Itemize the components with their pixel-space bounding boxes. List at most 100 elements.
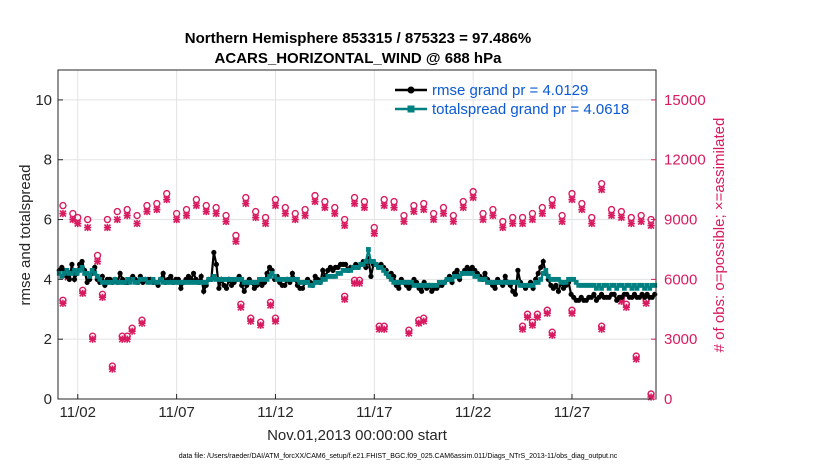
- obs-assimilated-marker: [271, 317, 280, 325]
- obs-possible-marker: [153, 199, 161, 208]
- totalspread-point: [649, 282, 655, 288]
- y-right-tick-label: 0: [664, 391, 672, 408]
- x-tick-label: 11/27: [554, 404, 590, 421]
- totalspread-point: [515, 279, 521, 285]
- obs-assimilated-marker: [568, 196, 576, 204]
- rmse-point: [69, 261, 75, 268]
- totalspread-point: [165, 279, 171, 285]
- totalspread-point: [67, 270, 72, 276]
- rmse-point: [555, 288, 562, 294]
- totalspread-point: [284, 276, 290, 282]
- totalspread-point: [338, 270, 343, 276]
- totalspread-point: [629, 285, 635, 291]
- rmse-point: [320, 267, 326, 273]
- obs-assimilated-marker: [173, 215, 181, 224]
- totalspread-point: [421, 282, 427, 288]
- obs-possible-marker: [400, 211, 408, 220]
- totalspread-point: [487, 279, 493, 285]
- totalspread-point: [492, 279, 498, 285]
- obs-possible-marker: [202, 201, 210, 210]
- totalspread-point: [236, 276, 242, 282]
- totalspread-point: [535, 279, 541, 285]
- totalspread-point: [604, 282, 609, 288]
- obs-assimilated-marker: [202, 207, 210, 216]
- totalspread-point: [274, 276, 280, 282]
- totalspread-point: [267, 273, 272, 279]
- totalspread-point: [224, 276, 229, 282]
- obs-assimilated-marker: [647, 393, 655, 401]
- totalspread-point: [530, 282, 536, 288]
- totalspread-point: [145, 279, 151, 285]
- totalspread-point: [137, 276, 143, 282]
- obs-assimilated-marker: [518, 219, 527, 228]
- totalspread-point: [211, 273, 217, 279]
- obs-assimilated-marker: [163, 196, 171, 204]
- obs-assimilated-marker: [133, 219, 141, 228]
- totalspread-point: [368, 259, 374, 264]
- obs-assimilated-marker: [360, 203, 369, 212]
- rmse-point: [223, 285, 230, 291]
- totalspread-point: [414, 282, 419, 288]
- totalspread-point: [391, 279, 397, 285]
- totalspread-point: [454, 273, 460, 279]
- totalspread-point: [170, 279, 176, 285]
- rmse-point: [591, 291, 597, 297]
- obs-assimilated-marker: [627, 219, 635, 228]
- totalspread-point: [497, 279, 503, 285]
- obs-assimilated-marker: [103, 223, 112, 232]
- totalspread-point: [107, 279, 113, 285]
- obs-possible-marker: [212, 203, 220, 212]
- obs-assimilated-marker: [459, 203, 467, 212]
- rmse-point: [299, 285, 306, 291]
- rmse-point: [198, 273, 204, 279]
- totalspread-point: [538, 276, 544, 282]
- totalspread-point: [378, 265, 384, 270]
- obs-possible-marker: [192, 195, 201, 204]
- totalspread-point: [153, 279, 158, 285]
- totalspread-point: [132, 279, 138, 285]
- totalspread-point: [366, 247, 371, 252]
- legend-rmse-marker: [407, 86, 415, 94]
- totalspread-point: [92, 270, 98, 276]
- totalspread-point: [226, 276, 232, 282]
- rmse-point: [419, 288, 425, 294]
- totalspread-point: [322, 276, 328, 282]
- obs-assimilated-marker: [548, 201, 556, 210]
- totalspread-point: [345, 267, 351, 273]
- rmse-point: [216, 285, 222, 291]
- rmse-point: [512, 291, 518, 297]
- totalspread-point: [115, 279, 120, 285]
- obs-assimilated-marker: [74, 219, 82, 228]
- obs-assimilated-marker: [257, 321, 265, 329]
- obs-assimilated-marker: [93, 257, 102, 266]
- totalspread-point: [619, 282, 625, 288]
- y-right-tick-label: 9000: [664, 212, 697, 229]
- rmse-point: [342, 261, 349, 268]
- totalspread-point: [229, 276, 234, 282]
- totalspread-point: [523, 282, 528, 288]
- totalspread-point: [188, 279, 194, 285]
- totalspread-point: [127, 279, 133, 285]
- totalspread-point: [330, 273, 336, 279]
- obs-possible-marker: [489, 205, 497, 214]
- obs-assimilated-marker: [222, 217, 230, 226]
- obs-assimilated-marker: [192, 201, 200, 210]
- totalspread-point: [525, 282, 531, 288]
- obs-assimilated-marker: [252, 213, 260, 222]
- totalspread-point: [259, 276, 265, 282]
- legend-rmse-label: rmse grand pr = 4.0129: [432, 82, 588, 99]
- obs-assimilated-marker: [617, 213, 626, 222]
- totalspread-point: [279, 276, 285, 282]
- obs-assimilated-marker: [430, 215, 438, 224]
- obs-possible-marker: [163, 189, 171, 198]
- totalspread-point: [186, 279, 191, 285]
- totalspread-point: [102, 279, 108, 285]
- y-axis-left-ticks: 0 2 4 6 8 10: [35, 92, 63, 408]
- obs-assimilated-marker: [380, 201, 388, 210]
- totalspread-point: [122, 279, 128, 285]
- totalspread-point: [540, 270, 546, 276]
- totalspread-point: [406, 279, 412, 285]
- y-axis-right-ticks: 0 3000 6000 9000 12000 15000: [651, 92, 706, 408]
- totalspread-point: [510, 279, 516, 285]
- obs-assimilated-marker: [355, 279, 364, 287]
